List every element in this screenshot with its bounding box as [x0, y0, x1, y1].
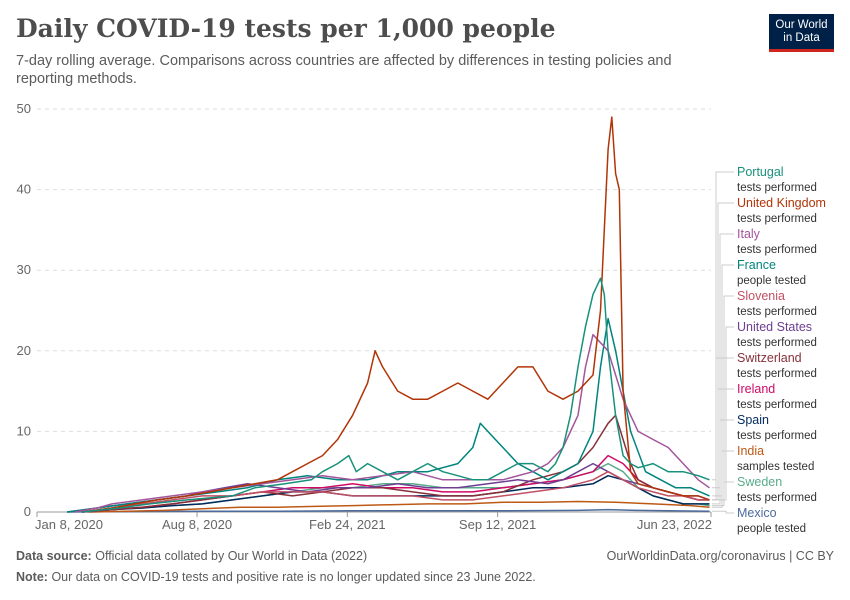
y-tick-label: 10 [17, 423, 31, 438]
gridlines [37, 108, 711, 432]
series-lines [67, 116, 710, 513]
legend-name-spain: Spain [737, 413, 769, 427]
y-axis-ticks: 0 10 20 30 40 50 [17, 101, 31, 519]
legend-connector-sweden [712, 481, 734, 507]
legend-sublabel-switzerland: tests performed [737, 368, 817, 380]
legend-connector-india [712, 450, 734, 508]
chart-title: Daily COVID-19 tests per 1,000 people [16, 14, 556, 43]
data-source-label: Data source: [16, 549, 92, 563]
legend-sublabel-ireland: tests performed [737, 399, 817, 411]
data-source-text: Official data collated by Our World in D… [95, 549, 368, 563]
series-line-india [89, 500, 710, 513]
legend-connector-portugal [712, 171, 734, 481]
y-tick-label: 20 [17, 343, 31, 358]
legend-sublabel-india: samples tested [737, 461, 814, 473]
legend-name-mexico: Mexico [737, 506, 777, 520]
legend-connector-spain [712, 419, 734, 505]
legend-sublabel-united-kingdom: tests performed [737, 213, 817, 225]
legend-name-india: India [737, 444, 764, 458]
note: Note: Our data on COVID-19 tests and pos… [16, 570, 536, 584]
legend-sublabel-sweden: tests performed [737, 492, 817, 504]
legend-connector-united-states [712, 326, 734, 501]
legend-sublabel-spain: tests performed [737, 430, 817, 442]
y-tick-label: 30 [17, 262, 31, 277]
y-tick-label: 0 [24, 504, 31, 519]
x-tick-label: Jun 23, 2022 [637, 517, 712, 532]
source-link[interactable]: OurWorldinData.org/coronavirus | CC BY [606, 549, 834, 563]
data-source: Data source: Official data collated by O… [16, 549, 367, 563]
legend-connector-france [712, 264, 734, 497]
legend-connector-switzerland [712, 357, 734, 501]
legend-name-italy: Italy [737, 227, 761, 241]
series-line-italy [74, 333, 710, 513]
owid-logo[interactable]: Our World in Data [769, 14, 834, 52]
logo-line-1: Our World [775, 19, 828, 31]
x-axis: Jan 8, 2020 Aug 8, 2020 Feb 24, 2021 Sep 12… [35, 511, 712, 532]
series-line-slovenia [82, 470, 710, 513]
legend-connector-united-kingdom [712, 202, 734, 501]
x-tick-label: Jan 8, 2020 [35, 517, 103, 532]
legend: Portugal tests performed United Kingdom tes… [712, 165, 826, 535]
note-label: Note: [16, 570, 48, 584]
legend-name-sweden: Sweden [737, 475, 782, 489]
y-tick-label: 50 [17, 101, 31, 116]
legend-connector-mexico [712, 510, 734, 514]
legend-connector-ireland [712, 388, 734, 501]
line-chart: 0 10 20 30 40 50 Jan 8, 2020 Aug 8, 2020 Feb 24… [17, 101, 826, 535]
series-line-mexico [67, 508, 710, 513]
legend-sublabel-mexico: people tested [737, 523, 806, 535]
legend-sublabel-slovenia: tests performed [737, 306, 817, 318]
legend-name-france: France [737, 258, 776, 272]
x-tick-label: Sep 12, 2021 [459, 517, 536, 532]
legend-name-switzerland: Switzerland [737, 351, 802, 365]
legend-sublabel-france: people tested [737, 275, 806, 287]
series-line-portugal [82, 277, 710, 513]
legend-name-united-kingdom: United Kingdom [737, 196, 826, 210]
series-line-spain [82, 474, 710, 513]
logo-line-2: in Data [783, 32, 820, 44]
legend-sublabel-italy: tests performed [737, 244, 817, 256]
legend-name-portugal: Portugal [737, 165, 784, 179]
chart-subtitle: 7-day rolling average. Comparisons acros… [16, 53, 672, 87]
series-line-united-kingdom [82, 116, 710, 513]
legend-sublabel-portugal: tests performed [737, 182, 817, 194]
legend-connector-italy [712, 233, 734, 489]
legend-name-united-states: United States [737, 320, 812, 334]
y-tick-label: 40 [17, 182, 31, 197]
legend-name-ireland: Ireland [737, 382, 775, 396]
note-text: Our data on COVID-19 tests and positive … [51, 570, 536, 584]
legend-name-slovenia: Slovenia [737, 289, 785, 303]
series-line-france [67, 317, 710, 513]
x-tick-label: Aug 8, 2020 [162, 517, 232, 532]
legend-sublabel-united-states: tests performed [737, 337, 817, 349]
x-tick-label: Feb 24, 2021 [309, 517, 386, 532]
